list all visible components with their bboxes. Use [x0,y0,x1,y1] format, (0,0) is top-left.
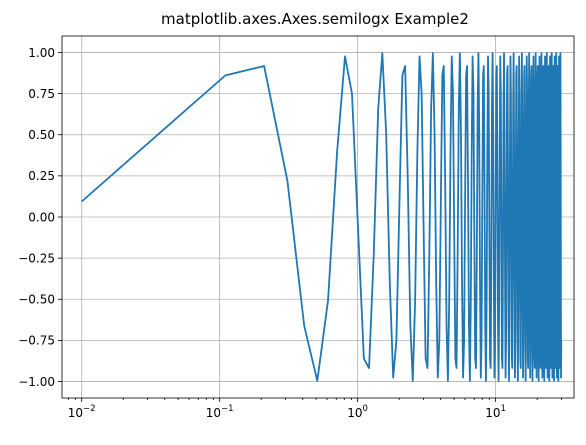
x-tick-label: 10−1 [206,404,234,420]
y-tick-label: 0.50 [28,128,55,142]
y-tick-label: 0.00 [28,210,55,224]
x-axis-ticks: 10−2 10−1 100 101 [68,398,562,420]
y-tick-label: −0.25 [18,251,55,265]
y-tick-label: 0.25 [28,169,55,183]
y-tick-label: 1.00 [28,46,55,60]
x-tick-label: 10−2 [68,404,96,420]
y-axis-ticks: −1.00 −0.75 −0.50 −0.25 0.00 0.25 0.50 0.75 1.00 [18,46,62,389]
x-tick-label: 101 [485,404,506,420]
y-tick-label: −0.75 [18,334,55,348]
chart-title: matplotlib.axes.Axes.semilogx Example2 [161,10,469,28]
plot-series [81,52,563,382]
y-tick-label: −0.50 [18,293,55,307]
y-tick-label: −1.00 [18,375,55,389]
series-line [81,52,563,382]
y-tick-label: 0.75 [28,87,55,101]
x-tick-label: 100 [347,404,368,420]
